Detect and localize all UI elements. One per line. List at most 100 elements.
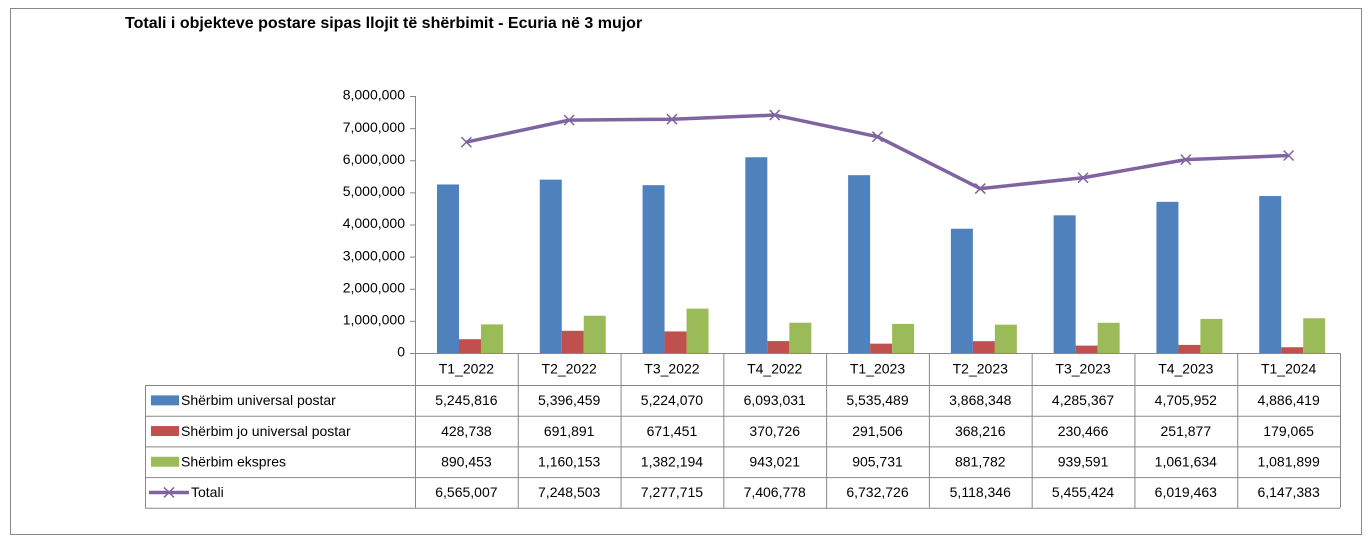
table-value: 230,466	[1058, 423, 1109, 439]
table-value: 6,732,726	[846, 484, 908, 500]
table-value: 5,396,459	[538, 392, 600, 408]
x-tick-label: T1_2023	[850, 361, 905, 377]
legend-key	[151, 426, 179, 437]
bar	[664, 331, 687, 353]
x-tick-label: T3_2023	[1055, 361, 1110, 377]
line-marker	[1077, 172, 1089, 184]
table-value: 5,535,489	[846, 392, 908, 408]
x-tick-label: T2_2023	[953, 361, 1008, 377]
table-value: 4,886,419	[1257, 392, 1319, 408]
table-value: 3,868,348	[949, 392, 1011, 408]
table-value: 939,591	[1058, 453, 1109, 469]
bar	[561, 330, 584, 353]
bar	[892, 323, 915, 353]
line-marker	[974, 183, 986, 195]
line-marker	[666, 113, 678, 125]
bar	[583, 315, 606, 353]
table-value: 179,065	[1263, 423, 1314, 439]
x-tick-label: T1_2024	[1261, 361, 1316, 377]
table-value: 370,726	[749, 423, 800, 439]
legend-key	[151, 456, 179, 467]
line-marker	[1180, 154, 1192, 166]
bar	[870, 343, 893, 353]
table-value: 881,782	[955, 453, 1006, 469]
table-value: 1,382,194	[641, 453, 703, 469]
bar	[745, 157, 768, 353]
y-tick-label: 6,000,000	[343, 151, 405, 167]
bar	[972, 341, 995, 353]
bar	[848, 175, 871, 353]
table-value: 1,160,153	[538, 453, 600, 469]
table-value: 890,453	[441, 453, 492, 469]
legend-label: Totali	[191, 484, 224, 500]
bar	[767, 341, 790, 353]
bar	[1178, 344, 1201, 353]
bar	[1303, 318, 1326, 353]
y-tick-label: 8,000,000	[343, 87, 405, 103]
legend-label: Shërbim jo universal postar	[181, 423, 351, 439]
table-value: 6,019,463	[1155, 484, 1217, 500]
bar	[1097, 322, 1120, 353]
bar	[480, 324, 503, 353]
table-value: 291,506	[852, 423, 903, 439]
table-value: 6,093,031	[744, 392, 806, 408]
y-tick-label: 4,000,000	[343, 215, 405, 231]
table-value: 7,406,778	[744, 484, 806, 500]
y-tick-label: 7,000,000	[343, 119, 405, 135]
table-value: 5,455,424	[1052, 484, 1114, 500]
line-marker	[460, 136, 472, 148]
bar	[1281, 347, 1304, 353]
bar	[789, 322, 812, 353]
x-tick-label: T2_2022	[542, 361, 597, 377]
y-tick-label: 3,000,000	[343, 247, 405, 263]
line-marker	[769, 109, 781, 121]
table-value: 905,731	[852, 453, 903, 469]
legend-key-marker	[163, 486, 175, 498]
bar	[1075, 345, 1098, 353]
table-value: 671,451	[647, 423, 698, 439]
table-value: 4,705,952	[1155, 392, 1217, 408]
table-value: 7,277,715	[641, 484, 703, 500]
table-value: 4,285,367	[1052, 392, 1114, 408]
bar	[950, 228, 973, 353]
table-value: 5,224,070	[641, 392, 703, 408]
line-marker	[871, 131, 884, 143]
bar	[458, 339, 481, 353]
table-value: 691,891	[544, 423, 595, 439]
table-value: 251,877	[1161, 423, 1212, 439]
y-tick-label: 2,000,000	[343, 279, 405, 295]
bar	[686, 308, 709, 353]
bar	[1053, 215, 1076, 353]
chart-title: Totali i objekteve postare sipas llojit …	[125, 15, 642, 32]
x-tick-label: T1_2022	[439, 361, 494, 377]
legend-label: Shërbim universal postar	[181, 392, 336, 408]
table-value: 5,118,346	[950, 484, 1011, 500]
bar	[539, 179, 562, 353]
bar	[1156, 201, 1179, 353]
table-value: 943,021	[749, 453, 800, 469]
table-value: 6,147,383	[1257, 484, 1319, 500]
table-value: 368,216	[955, 423, 1006, 439]
table-value: 7,248,503	[538, 484, 600, 500]
table-value: 5,245,816	[435, 392, 497, 408]
table-value: 1,061,634	[1155, 453, 1217, 469]
x-tick-label: T4_2023	[1158, 361, 1213, 377]
line-marker	[563, 114, 575, 126]
table-value: 1,081,899	[1257, 453, 1319, 469]
table-value: 428,738	[441, 423, 492, 439]
table-value: 6,565,007	[435, 484, 497, 500]
bar	[994, 324, 1017, 353]
bar	[1200, 318, 1223, 353]
y-tick-label: 0	[397, 344, 405, 360]
legend-label: Shërbim ekspres	[181, 453, 286, 469]
bar	[436, 184, 459, 353]
legend-key	[151, 395, 179, 406]
y-tick-label: 5,000,000	[343, 183, 405, 199]
bar	[642, 185, 665, 353]
line-marker	[1283, 149, 1295, 162]
y-tick-label: 1,000,000	[343, 312, 405, 328]
x-tick-label: T3_2022	[644, 361, 699, 377]
x-tick-label: T4_2022	[747, 361, 802, 377]
bar	[1259, 196, 1282, 353]
